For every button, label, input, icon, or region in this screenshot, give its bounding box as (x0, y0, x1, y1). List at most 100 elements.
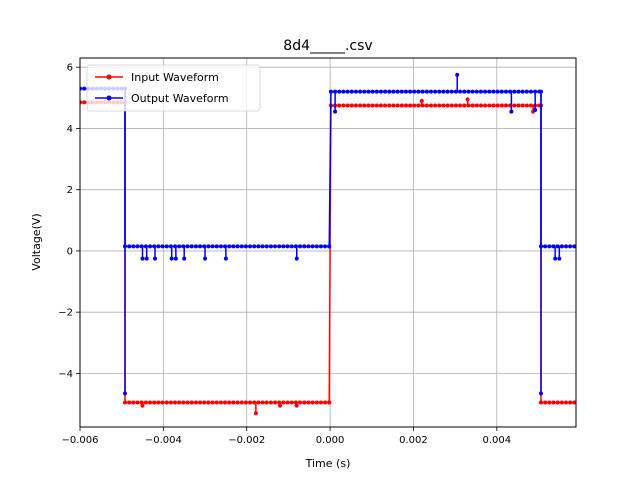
legend-label: Output Waveform (131, 92, 229, 105)
ticks: −0.006 −0.004 −0.002 0.000 0.002 0.004 −4 −2 0 2 4… (58, 63, 511, 446)
series-2-point (366, 89, 371, 94)
series-1-point (264, 400, 269, 405)
series-1-point (273, 400, 278, 405)
series-2-point (362, 89, 367, 94)
y-tick-label: 0 (67, 246, 73, 257)
series-1-point (487, 103, 492, 108)
series-2-point (408, 89, 413, 94)
series-2-point (387, 89, 392, 94)
series-2-point (189, 244, 194, 249)
series-2-point (412, 89, 417, 94)
series-2-point (470, 89, 475, 94)
series-2-point (260, 244, 265, 249)
series-1-point (528, 103, 533, 108)
series-2-point (206, 244, 211, 249)
series-2-point (516, 89, 521, 94)
series-2-point (495, 89, 500, 94)
series-1-point (499, 103, 504, 108)
series-1-point (433, 103, 438, 108)
series-1-point (152, 400, 157, 405)
series-2-point (177, 244, 182, 249)
series-2-point (140, 256, 145, 261)
series-2-point (302, 244, 307, 249)
series-1-point (495, 103, 500, 108)
plot-frame (79, 57, 577, 428)
series-1-point (168, 400, 173, 405)
series-1-point (281, 400, 286, 405)
series-2-point (193, 244, 198, 249)
series-2-point (462, 89, 467, 94)
series-2-point (318, 244, 323, 249)
series-2-point (235, 244, 240, 249)
series-2-point (466, 89, 471, 94)
series-2-point (568, 244, 573, 249)
series-2-point (528, 89, 533, 94)
series-1-point (193, 400, 198, 405)
series-1-point (353, 103, 358, 108)
series-1-point (474, 103, 479, 108)
series-1-point (253, 411, 258, 416)
series-1-point (399, 103, 404, 108)
series-1-point (366, 103, 371, 108)
series-2-point (268, 244, 273, 249)
series-2-point (374, 89, 379, 94)
x-tick-label: −0.004 (145, 435, 182, 446)
series-2-point (131, 244, 136, 249)
series-1-point (403, 103, 408, 108)
series-1-point (218, 400, 223, 405)
series-2-point (182, 256, 187, 261)
series-1-point (143, 400, 148, 405)
series-1-point (135, 400, 140, 405)
series-2-point (441, 89, 446, 94)
series-2-point (478, 89, 483, 94)
series-1-point (416, 103, 421, 108)
series-1-point (177, 400, 182, 405)
series-2-point (82, 86, 87, 91)
series-1-point (189, 400, 194, 405)
series-2-point (256, 244, 261, 249)
series-1-point (538, 400, 543, 405)
series-2-point (437, 89, 442, 94)
series-2-point (337, 89, 342, 94)
series-2-point (483, 89, 488, 94)
series-1-point (453, 103, 458, 108)
series-1-point (131, 400, 136, 405)
series-2-point (264, 244, 269, 249)
series-1-point (327, 400, 332, 405)
series-2-point (123, 391, 128, 396)
series-2-point (306, 244, 311, 249)
series-1-point (362, 103, 367, 108)
series-2-point (455, 72, 460, 77)
legend-swatch-marker (106, 95, 112, 101)
chart-title: 8d4_____.csv (283, 38, 372, 54)
series-1-point (449, 103, 454, 108)
series-2-point (227, 244, 232, 249)
series-2-point (156, 244, 161, 249)
series-1-point (278, 403, 283, 408)
series-1-point (82, 100, 87, 105)
series-2-point (285, 244, 290, 249)
series-2-point (169, 256, 174, 261)
series-2-point (218, 244, 223, 249)
series-1-point (412, 103, 417, 108)
series-2-point (553, 256, 558, 261)
series-1-point (127, 400, 132, 405)
series-2-point (559, 244, 564, 249)
series-2-point (391, 89, 396, 94)
series-1-point (198, 400, 203, 405)
series-1-point (260, 400, 265, 405)
series-1-point (341, 103, 346, 108)
series-2-point (252, 244, 257, 249)
series-2-point (543, 244, 548, 249)
series-1-point (512, 103, 517, 108)
series-1-point (428, 103, 433, 108)
series-1-point (202, 400, 207, 405)
series-1-point (185, 400, 190, 405)
series-2-point (289, 244, 294, 249)
series-1-point (462, 103, 467, 108)
series-1-point (206, 400, 211, 405)
series-2-point (433, 89, 438, 94)
series-1-point (314, 400, 319, 405)
series-2-point (533, 108, 538, 113)
